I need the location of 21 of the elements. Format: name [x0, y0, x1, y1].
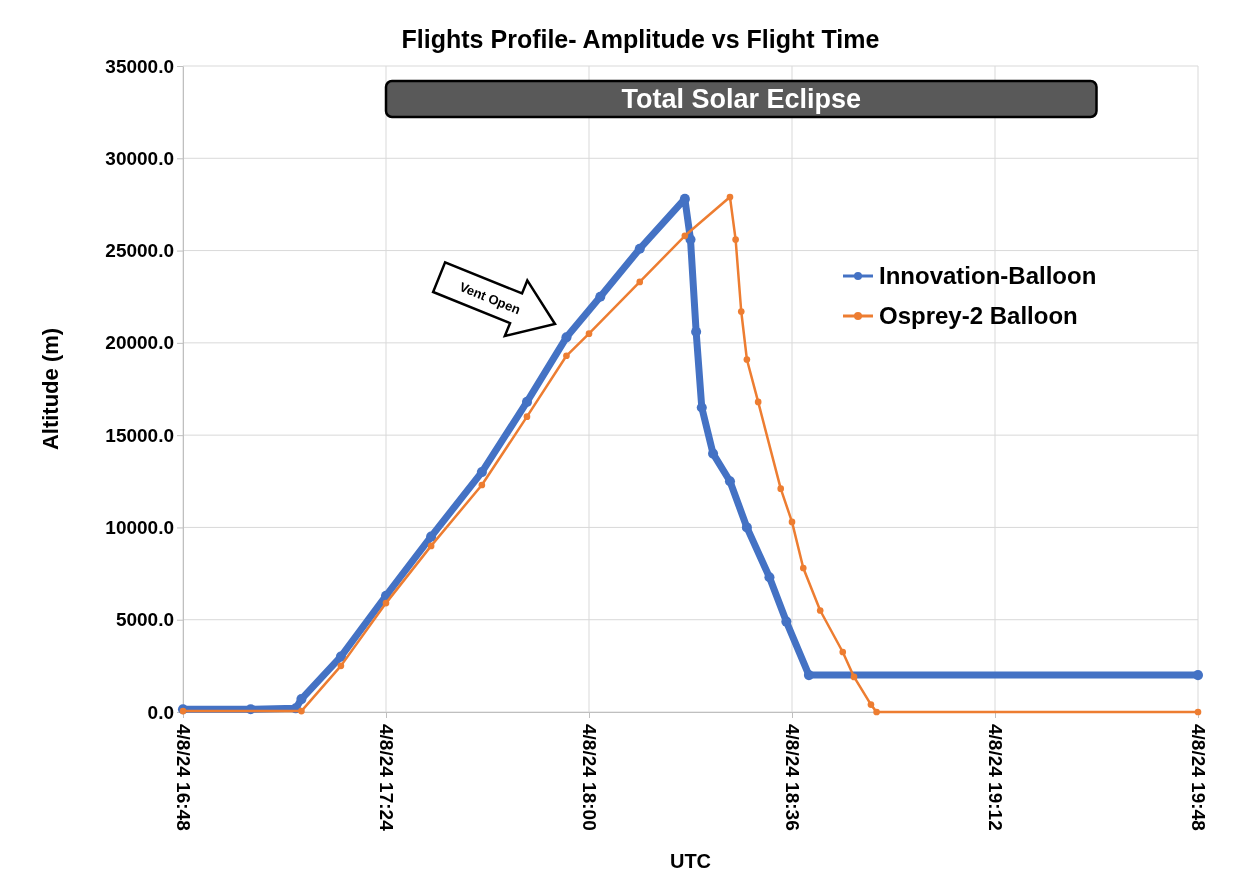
legend-label: Osprey-2 Balloon: [879, 302, 1078, 330]
x-tick-label: 4/8/24 19:12: [984, 724, 1006, 831]
y-tick-label: 5000.0: [115, 609, 174, 631]
x-tick-label: 4/8/24 16:48: [172, 724, 194, 831]
y-tick-label: 10000.0: [105, 517, 174, 539]
x-tick-label: 4/8/24 18:00: [578, 724, 600, 831]
x-tick-label: 4/8/24 18:36: [781, 724, 803, 831]
y-tick-label: 15000.0: [105, 424, 174, 446]
y-tick-label: 30000.0: [105, 147, 174, 169]
legend-label: Innovation-Balloon: [879, 262, 1097, 290]
x-tick-label: 4/8/24 19:48: [1187, 724, 1209, 831]
chart-title: Flights Profile- Amplitude vs Flight Time: [401, 25, 880, 53]
band-label: Total Solar Eclipse: [621, 84, 862, 114]
annotation: Vent Open: [457, 279, 523, 318]
y-tick-label: 0.0: [147, 701, 174, 723]
x-tick-label: 4/8/24 17:24: [375, 724, 397, 832]
x-axis-title: UTC: [669, 850, 712, 872]
y-tick-label: 35000.0: [105, 55, 174, 77]
y-tick-label: 20000.0: [105, 332, 174, 354]
y-tick-label: 25000.0: [105, 240, 174, 262]
y-axis-title: Altitude (m): [38, 327, 63, 451]
